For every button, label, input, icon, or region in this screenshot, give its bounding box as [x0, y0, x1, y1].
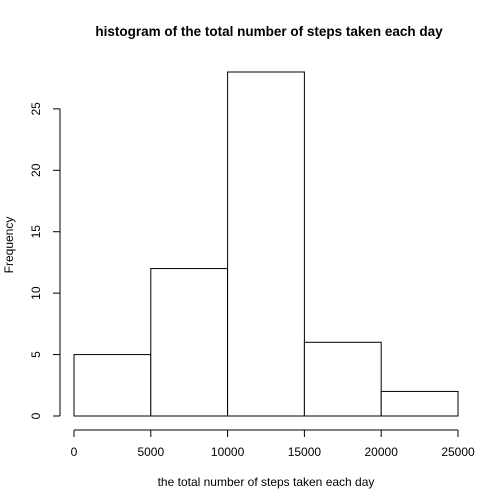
- histogram-bar-4: [380, 390, 459, 417]
- histogram-bar-0: [73, 354, 152, 417]
- x-axis: 0 5000 10000 15000 20000 25000: [71, 429, 475, 459]
- x-tick-label-1: 5000: [137, 445, 164, 459]
- x-tick-label-5: 25000: [441, 445, 475, 459]
- y-tick-label-5: 25: [29, 102, 43, 116]
- y-tick-label-0: 0: [29, 412, 43, 419]
- x-tick-label-3: 15000: [288, 445, 322, 459]
- y-tick-label-3: 15: [29, 225, 43, 239]
- chart-title: histogram of the total number of steps t…: [95, 24, 443, 39]
- histogram-bar-2: [227, 71, 305, 417]
- y-axis-label: Frequency: [2, 217, 16, 274]
- x-tick-label-0: 0: [71, 445, 78, 459]
- x-tick-label-4: 20000: [365, 445, 399, 459]
- y-tick-label-2: 10: [29, 286, 43, 300]
- x-tick-label-2: 10000: [211, 445, 245, 459]
- histogram-bar-1: [150, 268, 229, 417]
- y-axis: 0 5 10 15 20 25: [29, 102, 61, 419]
- bars-group: [73, 71, 459, 417]
- y-tick-label-4: 20: [29, 163, 43, 177]
- x-axis-label: the total number of steps taken each day: [158, 475, 375, 489]
- histogram-bar-3: [303, 341, 382, 417]
- y-tick-label-1: 5: [29, 351, 43, 358]
